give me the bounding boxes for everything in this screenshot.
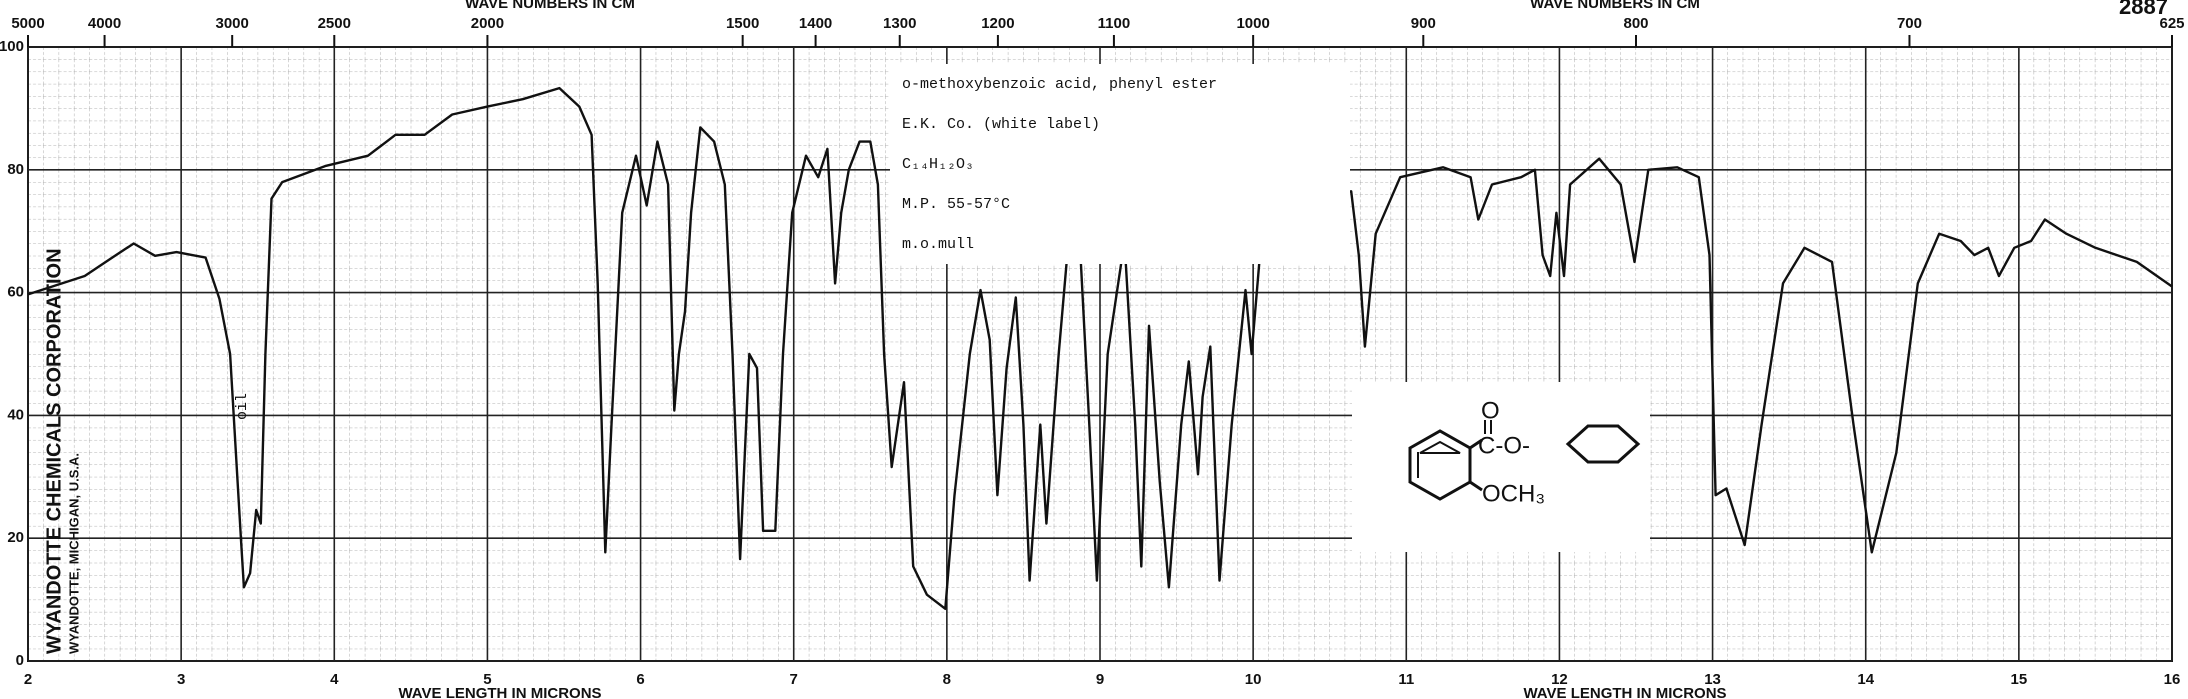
spectrum-line bbox=[27, 86, 2173, 610]
x-tick-label: 11 bbox=[1398, 671, 1414, 688]
bond bbox=[1469, 438, 1483, 450]
top-tick-label: 1300 bbox=[883, 15, 916, 32]
info-line: o-methoxybenzoic acid, phenyl ester bbox=[902, 76, 1217, 93]
x-tick-label: 10 bbox=[1245, 671, 1262, 688]
top-axis-title: WAVE NUMBERS IN CM bbox=[465, 0, 635, 12]
x-tick-label: 8 bbox=[943, 671, 951, 688]
maker-address: WYANDOTTE, MICHIGAN, U.S.A. bbox=[66, 453, 81, 654]
top-tick-label: 5000 bbox=[11, 15, 44, 32]
top-tick-label: 1400 bbox=[799, 15, 832, 32]
top-tick-label: 1000 bbox=[1236, 15, 1269, 32]
top-tick-label: 4000 bbox=[88, 15, 121, 32]
ring-bond bbox=[1419, 440, 1461, 454]
top-tick-label: 2500 bbox=[318, 15, 351, 32]
x-tick-label: 14 bbox=[1857, 671, 1874, 688]
phenyl-ring bbox=[1565, 424, 1641, 464]
top-tick-label: 1500 bbox=[726, 15, 759, 32]
structure-drawing: O C-O- OCH₃ bbox=[1352, 382, 1650, 552]
y-tick-label: 0 bbox=[16, 652, 24, 669]
x-tick-label: 7 bbox=[790, 671, 798, 688]
top-tick-label: 625 bbox=[2159, 15, 2184, 32]
x-tick-label: 4 bbox=[330, 671, 339, 688]
y-tick-label: 60 bbox=[7, 284, 24, 301]
structure-box bbox=[1352, 382, 1650, 552]
structure-label: O bbox=[1481, 397, 1500, 424]
maker-name: WYANDOTTE CHEMICALS CORPORATION bbox=[43, 248, 65, 654]
y-tick-label: 80 bbox=[7, 161, 24, 178]
x-tick-label: 6 bbox=[636, 671, 644, 688]
x-tick-label: 16 bbox=[2164, 671, 2181, 688]
top-tick-label: 700 bbox=[1897, 15, 1922, 32]
top-tick-label: 3000 bbox=[216, 15, 249, 32]
x-axis-title: WAVE LENGTH IN MICRONS bbox=[398, 685, 601, 699]
y-tick-label: 40 bbox=[7, 406, 24, 423]
info-line: E.K. Co. (white label) bbox=[902, 116, 1100, 133]
top-axis-title: WAVE NUMBERS IN CM bbox=[1530, 0, 1700, 12]
x-tick-label: 13 bbox=[1704, 671, 1721, 688]
band-note: oil bbox=[234, 393, 251, 420]
x-tick-label: 12 bbox=[1551, 671, 1568, 688]
x-tick-label: 5 bbox=[483, 671, 491, 688]
top-tick-label: 1100 bbox=[1098, 15, 1131, 32]
top-tick-label: 1200 bbox=[981, 15, 1014, 32]
x-tick-label: 15 bbox=[2011, 671, 2028, 688]
top-tick-label: 800 bbox=[1623, 15, 1648, 32]
info-line: M.P. 55-57°C bbox=[902, 196, 1010, 213]
y-tick-label: 100 bbox=[0, 38, 24, 55]
top-tick-label: 2000 bbox=[471, 15, 504, 32]
x-axis-title: WAVE LENGTH IN MICRONS bbox=[1523, 685, 1726, 699]
x-tick-label: 3 bbox=[177, 671, 185, 688]
x-tick-label: 9 bbox=[1096, 671, 1104, 688]
structure-label: OCH₃ bbox=[1482, 480, 1545, 507]
info-line: C₁₄H₁₂O₃ bbox=[902, 156, 974, 173]
info-line: m.o.mull bbox=[902, 236, 974, 253]
bond bbox=[1469, 480, 1483, 492]
info-box bbox=[890, 64, 1350, 264]
x-tick-label: 2 bbox=[24, 671, 32, 688]
y-tick-label: 20 bbox=[7, 529, 24, 546]
structure-label: C-O- bbox=[1478, 432, 1530, 459]
spectrum-id: 2887 bbox=[2119, 0, 2168, 19]
top-tick-label: 900 bbox=[1411, 15, 1436, 32]
